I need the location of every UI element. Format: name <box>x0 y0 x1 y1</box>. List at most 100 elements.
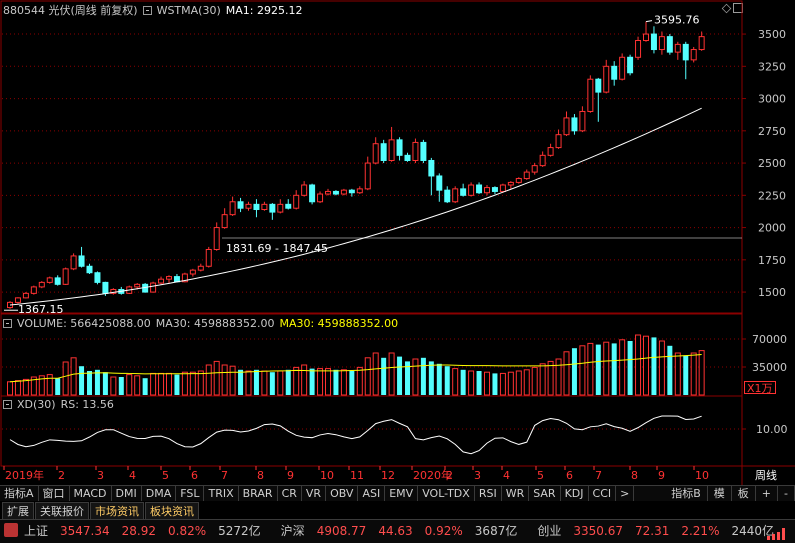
volume-bar-down <box>142 378 148 395</box>
volume-bar-up <box>484 371 490 396</box>
ticker-amt: 3687亿 <box>474 524 518 538</box>
volume-bar-up <box>340 369 347 396</box>
volume-bar-up <box>547 360 554 396</box>
time-axis-label: 4 <box>503 469 510 482</box>
time-axis-label: 7 <box>221 469 228 482</box>
ticker-item[interactable]: 沪深 4908.77 44.63 0.92% 3687亿 <box>281 520 530 542</box>
indicator-tab-11[interactable]: ASI <box>358 486 386 501</box>
indicator-tab-9[interactable]: VR <box>302 486 327 501</box>
volume-bar-down <box>174 374 180 395</box>
low-annotation: 1367.15 <box>18 303 64 316</box>
volume-bar-down <box>333 369 339 395</box>
ticker-item[interactable]: 上证 3547.34 28.92 0.82% 5272亿 <box>24 520 273 542</box>
indicator-tab-4[interactable]: DMA <box>142 486 177 501</box>
volume-bar-down <box>444 366 450 395</box>
indicator-tab-7[interactable]: BRAR <box>239 486 278 501</box>
volume-bar-up <box>579 345 586 396</box>
indicator-name[interactable]: WSTMA(30) <box>156 4 221 17</box>
volume-bar-down <box>269 372 275 395</box>
volume-bar-down <box>595 344 601 395</box>
time-axis-label: 5 <box>162 469 169 482</box>
bottom-tab-3[interactable]: 板块资讯 <box>145 502 199 519</box>
volume-bar-up <box>674 352 681 396</box>
candle-down <box>682 43 689 61</box>
settings-toggle-icon[interactable] <box>3 319 12 328</box>
indicator-tab-3[interactable]: DMI <box>112 486 142 501</box>
indicator-tab-14[interactable]: RSI <box>475 486 502 501</box>
candle-down <box>428 159 435 177</box>
time-axis-label: 3 <box>474 469 481 482</box>
price-axis-label: 2000 <box>758 222 786 235</box>
volume-unit-badge: X1万 <box>744 381 776 395</box>
indicator-tab-8[interactable]: CR <box>278 486 302 501</box>
candle-up <box>38 281 45 288</box>
right-tab-3[interactable]: + <box>756 486 779 501</box>
indicator-tab-19[interactable]: > <box>616 486 635 501</box>
candle-down <box>571 117 578 132</box>
settings-toggle-icon[interactable] <box>142 6 152 15</box>
ticker-name: 沪深 <box>280 524 305 538</box>
right-tab-4[interactable]: - <box>778 486 795 501</box>
indicator-tab-16[interactable]: SAR <box>529 486 561 501</box>
volume-axis-label: 70000 <box>752 333 787 346</box>
time-axis-label: 2 <box>58 469 65 482</box>
time-axis-label: 3 <box>97 469 104 482</box>
indicator-tab-5[interactable]: FSL <box>176 486 205 501</box>
time-axis-label: 2020年 <box>413 468 452 482</box>
indicator-tab-1[interactable]: 窗口 <box>39 486 70 501</box>
price-panel-frame <box>0 0 743 314</box>
bottom-tab-bar: 扩展 关联报价 市场资讯 板块资讯 <box>2 502 200 519</box>
right-tab-0[interactable]: 指标B <box>665 486 708 501</box>
volume-bar-down <box>55 378 61 395</box>
settings-toggle-icon[interactable] <box>3 400 12 409</box>
candle-up <box>293 194 300 209</box>
candle-up <box>317 193 324 203</box>
volume-bar-down <box>420 357 426 395</box>
candle-up <box>110 288 117 294</box>
indicator-tab-15[interactable]: WR <box>502 486 530 501</box>
volume-bar-up <box>603 341 610 396</box>
candle-down <box>173 276 180 283</box>
candle-down <box>460 188 467 196</box>
candle-up <box>70 255 77 270</box>
period-label: 周线 <box>755 468 777 482</box>
indicator-tab-13[interactable]: VOL-TDX <box>418 486 475 501</box>
volume-bar-down <box>118 377 124 395</box>
candle-up <box>619 56 626 80</box>
volume-bar-down <box>349 371 355 395</box>
indicator-tab-17[interactable]: KDJ <box>561 486 589 501</box>
bottom-tab-1[interactable]: 关联报价 <box>35 502 89 519</box>
security-title[interactable]: 880544 光伏(周线 前复权) <box>3 4 138 17</box>
indicator-tab-6[interactable]: TRIX <box>204 486 239 501</box>
volume-bar-up <box>698 350 705 396</box>
volume-ma-value: MA30: 459888352.00 <box>155 317 275 330</box>
volume-bar-up <box>388 352 395 396</box>
volume-bar-down <box>492 373 498 395</box>
right-tab-2[interactable]: 板 <box>732 486 756 501</box>
candle-up <box>340 189 347 195</box>
candle-up <box>484 187 490 194</box>
ticker-item[interactable]: 创业 3350.67 72.31 2.21% 2440亿 <box>537 520 786 542</box>
indicator-tab-10[interactable]: OBV <box>326 486 359 501</box>
volume-bar-up <box>635 334 642 396</box>
right-tab-1[interactable]: 模 <box>708 486 732 501</box>
indicator-tab-12[interactable]: EMV <box>385 486 419 501</box>
volume-bar-down <box>79 366 85 395</box>
time-axis-label: 7 <box>595 469 602 482</box>
indicator-tab-0[interactable]: 指标A <box>0 486 39 501</box>
price-panel-header: 880544 光伏(周线 前复权) WSTMA(30) MA1: 2925.12 <box>3 3 307 18</box>
kline-chart[interactable]: 3500 3250 3000 2750 2500 2250 2000 1750 1500 7000… <box>0 0 795 485</box>
time-axis-label: 10 <box>695 469 709 482</box>
candle-up <box>46 277 53 283</box>
volume-bar-up <box>158 372 165 396</box>
volume-bar-up <box>301 364 308 396</box>
candle-up <box>555 134 562 149</box>
ticker-amt: 5272亿 <box>218 524 261 538</box>
market-status-icon[interactable] <box>4 523 18 537</box>
bottom-tab-2[interactable]: 市场资讯 <box>90 502 144 519</box>
indicator-tab-2[interactable]: MACD <box>70 486 112 501</box>
volume-bar-down <box>651 337 657 395</box>
indicator-tab-18[interactable]: CCI <box>589 486 617 501</box>
candle-up <box>221 214 228 229</box>
bottom-tab-0[interactable]: 扩展 <box>2 502 34 519</box>
